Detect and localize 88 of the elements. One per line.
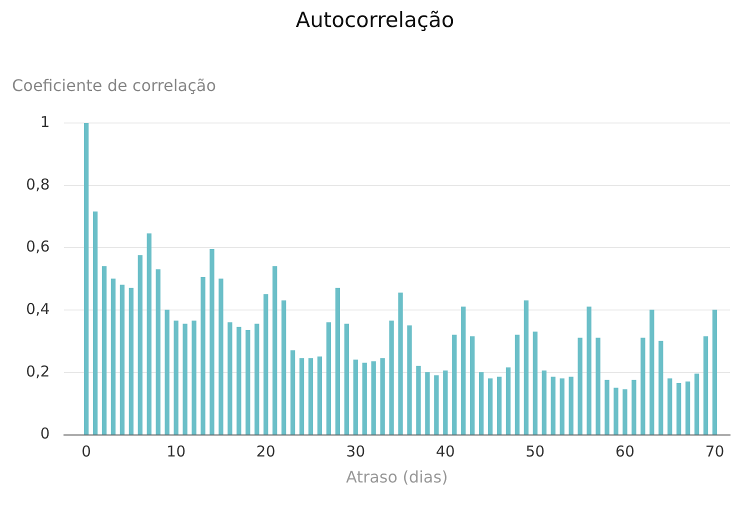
x-axis-title: Atraso (dias) (346, 468, 448, 487)
bar (120, 284, 125, 435)
y-tick-label: 0,2 (26, 362, 50, 380)
bar (668, 378, 672, 435)
bar (164, 310, 170, 435)
bar (246, 330, 250, 435)
bar (542, 370, 546, 435)
bar (703, 336, 708, 435)
bar (200, 277, 206, 435)
bar (685, 381, 690, 435)
bar (416, 366, 421, 435)
bar (335, 288, 340, 435)
bar (470, 336, 475, 435)
bar (550, 376, 556, 435)
bar (174, 320, 178, 435)
y-tick-label: 0,6 (26, 238, 50, 256)
y-tick-label: 1 (40, 112, 50, 131)
bar (640, 338, 646, 435)
bar (586, 306, 592, 435)
bar (560, 378, 564, 435)
bar (218, 278, 224, 435)
bar (353, 360, 358, 435)
bar (614, 388, 618, 435)
y-tick-label: 0 (40, 424, 50, 443)
bar (389, 320, 394, 435)
bar (371, 361, 376, 435)
bar (264, 294, 268, 435)
bar (506, 367, 511, 435)
bar (102, 266, 107, 435)
bar (712, 310, 718, 435)
bar (676, 383, 682, 435)
bar (281, 300, 286, 435)
bar (488, 378, 493, 435)
x-tick-label: 20 (256, 442, 276, 461)
x-tick-label: 60 (615, 442, 635, 461)
y-axis-title: Coeficiente de correlação (12, 76, 217, 97)
bar (524, 300, 529, 435)
bar (461, 306, 466, 435)
bar (532, 332, 538, 435)
bar (443, 370, 448, 435)
bar (299, 358, 304, 435)
chart-title: Autocorrelação (294, 8, 456, 34)
bar (632, 380, 636, 435)
bar (84, 123, 89, 435)
bar (398, 292, 403, 435)
bar (514, 334, 520, 435)
x-tick-label: 70 (705, 442, 724, 461)
bar (425, 372, 430, 435)
x-tick-label: 0 (82, 442, 92, 461)
bar (452, 334, 457, 435)
bar (182, 324, 188, 435)
bar (110, 278, 116, 435)
bar (658, 340, 664, 435)
bar (650, 310, 654, 435)
x-tick-label: 40 (436, 442, 455, 461)
bar (317, 356, 322, 435)
bar (622, 389, 628, 435)
bar (210, 248, 214, 435)
bar (272, 266, 278, 435)
x-tick-label: 30 (346, 442, 366, 461)
bar (380, 358, 385, 435)
y-tick-label: 0,8 (26, 175, 50, 194)
bar (228, 322, 232, 435)
bar (290, 350, 296, 435)
bar (128, 288, 134, 435)
x-tick-label: 10 (166, 442, 186, 461)
bar (694, 374, 700, 435)
bar (192, 320, 196, 435)
bar (496, 376, 502, 435)
bar (568, 376, 574, 435)
bar (236, 326, 242, 435)
bar (156, 269, 160, 435)
bar (138, 255, 142, 435)
bar (308, 358, 314, 435)
bar (146, 233, 152, 435)
x-tick-label: 50 (526, 442, 545, 461)
bar (478, 372, 484, 435)
bar (326, 322, 332, 435)
y-tick-label: 0,4 (26, 300, 50, 318)
bar (362, 362, 367, 435)
bar (434, 375, 439, 435)
bar (254, 324, 260, 435)
bar (407, 325, 412, 435)
bar (344, 324, 349, 435)
bar (596, 338, 600, 435)
bar (578, 338, 582, 435)
bar (604, 380, 610, 435)
bar (92, 212, 98, 435)
